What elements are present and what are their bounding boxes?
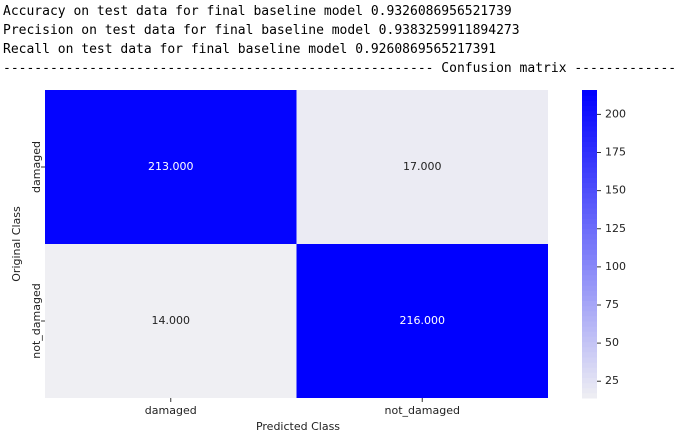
x-tick-label: not_damaged	[385, 404, 460, 417]
colorbar-segment	[582, 326, 597, 332]
y-axis-label: Original Class	[10, 206, 23, 282]
colorbar-segment	[582, 233, 597, 240]
colorbar-tick-label: 150	[605, 184, 626, 197]
colorbar-segment	[582, 387, 597, 394]
colorbar-segment	[582, 192, 597, 199]
cell-label: 213.000	[148, 160, 194, 173]
colorbar-segment	[582, 177, 597, 183]
colorbar-segment	[582, 331, 597, 337]
heatmap-cell	[296, 90, 548, 244]
colorbar-segment	[582, 213, 597, 219]
colorbar-segment	[582, 223, 597, 230]
output-line: Recall on test data for final baseline m…	[3, 42, 497, 57]
colorbar-segment	[582, 202, 597, 209]
colorbar-segment	[582, 254, 597, 260]
colorbar-segment	[582, 131, 597, 137]
colorbar-segment	[582, 100, 597, 106]
colorbar-tick-label: 125	[605, 222, 626, 235]
colorbar-segment	[582, 95, 597, 101]
output-line: Accuracy on test data for final baseline…	[3, 4, 512, 19]
colorbar-segment	[582, 377, 597, 384]
colorbar-segment	[582, 269, 597, 276]
colorbar-tick-label: 25	[605, 374, 619, 387]
colorbar-segment	[582, 238, 597, 245]
cell-label: 17.000	[403, 160, 442, 173]
colorbar-tick-label: 75	[605, 298, 619, 311]
colorbar-segment	[582, 90, 597, 96]
colorbar-segment	[582, 305, 597, 312]
colorbar-segment	[582, 346, 597, 353]
colorbar-segment	[582, 372, 597, 378]
heatmap-cell	[296, 244, 548, 398]
colorbar-segment	[582, 151, 597, 158]
x-tick-label: damaged	[145, 404, 197, 417]
output-line: Precision on test data for final baselin…	[3, 23, 520, 38]
colorbar-segment	[582, 218, 597, 224]
colorbar-segment	[582, 172, 597, 178]
colorbar-segment	[582, 115, 597, 122]
heatmap-cell	[45, 244, 297, 398]
colorbar-segment	[582, 264, 597, 271]
colorbar-segment	[582, 167, 597, 173]
colorbar-segment	[582, 310, 597, 317]
colorbar-segment	[582, 110, 597, 117]
colorbar-segment	[582, 351, 597, 358]
colorbar-segment	[582, 341, 597, 348]
colorbar-segment	[582, 156, 597, 163]
colorbar-segment	[582, 362, 597, 368]
colorbar-segment	[582, 315, 597, 322]
colorbar-segment	[582, 105, 597, 112]
colorbar-segment	[582, 208, 597, 214]
colorbar-segment	[582, 392, 597, 399]
cell-label: 14.000	[152, 314, 191, 327]
cell-label: 216.000	[400, 314, 446, 327]
colorbar-segment	[582, 336, 597, 343]
colorbar-segment	[582, 295, 597, 301]
colorbar-segment	[582, 259, 597, 266]
colorbar-segment	[582, 249, 597, 255]
colorbar-segment	[582, 161, 597, 168]
colorbar-segment	[582, 367, 597, 373]
colorbar-tick-label: 100	[605, 260, 626, 273]
colorbar-segment	[582, 182, 597, 189]
colorbar-segment	[582, 382, 597, 389]
colorbar-segment	[582, 120, 597, 127]
colorbar-segment	[582, 279, 597, 286]
colorbar-segment	[582, 274, 597, 281]
colorbar-segment	[582, 228, 597, 235]
colorbar-segment	[582, 125, 597, 132]
colorbar-segment	[582, 356, 597, 363]
colorbar-segment	[582, 146, 597, 153]
colorbar-segment	[582, 197, 597, 204]
colorbar-segment	[582, 290, 597, 296]
heatmap-cell	[45, 90, 297, 244]
colorbar-segment	[582, 136, 597, 142]
colorbar-segment	[582, 285, 597, 291]
colorbar-tick-label: 50	[605, 336, 619, 349]
colorbar-tick-label: 200	[605, 107, 626, 120]
output-line: ----------------------------------------…	[3, 61, 677, 76]
y-tick-label: damaged	[30, 141, 43, 193]
y-tick-label: not_damaged	[30, 283, 43, 358]
colorbar-segment	[582, 321, 597, 327]
colorbar-segment	[582, 244, 597, 250]
colorbar-segment	[582, 187, 597, 194]
colorbar-tick-label: 175	[605, 146, 626, 159]
colorbar-segment	[582, 300, 597, 307]
x-axis-label: Predicted Class	[256, 420, 340, 433]
colorbar-segment	[582, 141, 597, 147]
